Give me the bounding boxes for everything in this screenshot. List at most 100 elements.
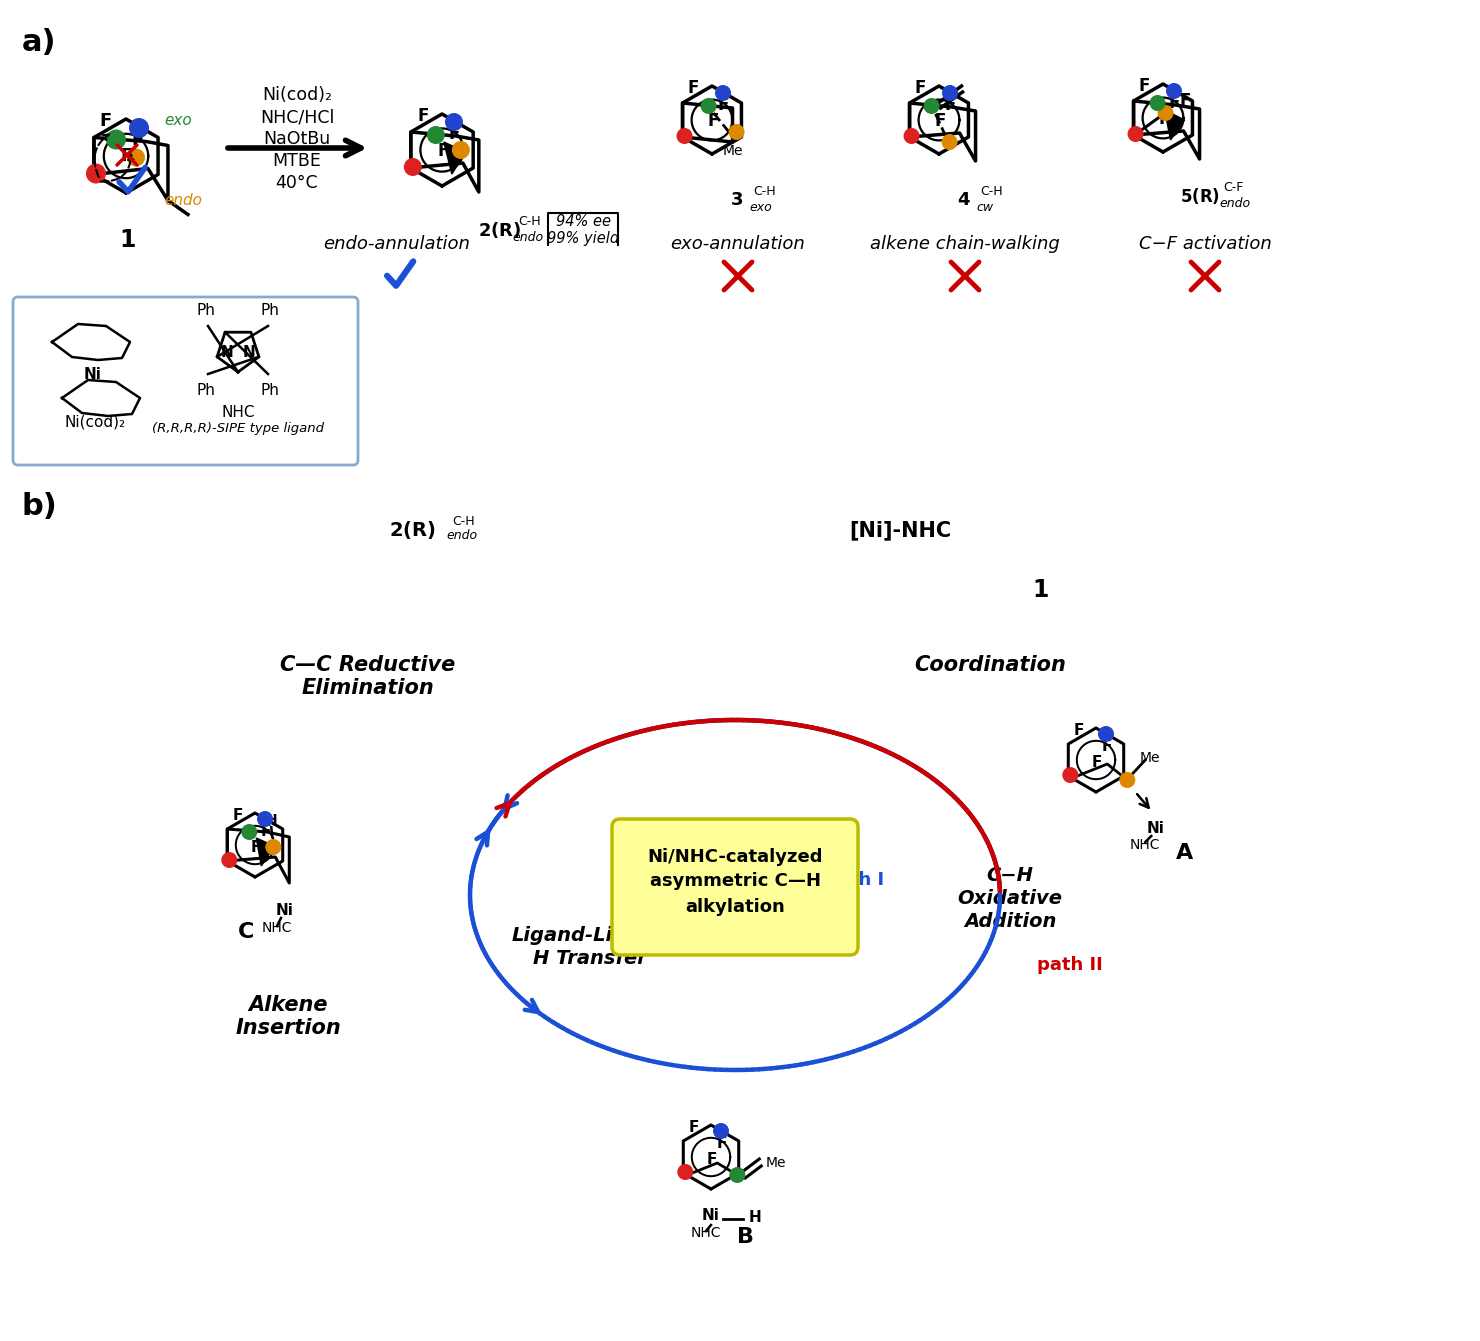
Text: H Transfer: H Transfer	[533, 948, 647, 967]
Circle shape	[924, 98, 940, 114]
Text: Ni: Ni	[84, 366, 102, 381]
Text: exo-annulation: exo-annulation	[670, 235, 805, 253]
Text: Insertion: Insertion	[235, 1018, 340, 1038]
Text: Ni(cod)₂: Ni(cod)₂	[65, 414, 126, 429]
Text: C-H: C-H	[451, 515, 475, 527]
Circle shape	[451, 141, 469, 160]
Text: Addition: Addition	[963, 912, 1057, 931]
Text: $\mathbf{5(R)}$: $\mathbf{5(R)}$	[1180, 186, 1220, 207]
Text: C-H: C-H	[753, 185, 776, 197]
Text: F: F	[688, 79, 699, 97]
Text: Alkene: Alkene	[249, 995, 327, 1015]
Text: F: F	[718, 97, 728, 114]
Text: F: F	[1101, 739, 1111, 754]
Circle shape	[1166, 83, 1183, 99]
Circle shape	[86, 164, 107, 184]
Text: C—C Reductive: C—C Reductive	[280, 654, 456, 675]
Text: F: F	[707, 113, 719, 130]
Text: endo: endo	[512, 231, 543, 244]
Text: b): b)	[22, 492, 58, 522]
Circle shape	[265, 839, 281, 856]
Text: F: F	[1092, 755, 1103, 770]
Text: 94% ee: 94% ee	[555, 213, 611, 228]
Text: $\mathbf{1}$: $\mathbf{1}$	[1032, 578, 1048, 602]
Circle shape	[700, 98, 716, 114]
Text: Me: Me	[722, 143, 743, 158]
Circle shape	[676, 127, 693, 143]
Circle shape	[1063, 767, 1079, 783]
Text: path I: path I	[826, 872, 885, 889]
Circle shape	[1119, 772, 1135, 789]
Circle shape	[127, 149, 145, 166]
Text: F: F	[132, 130, 144, 149]
Text: Elimination: Elimination	[302, 679, 434, 699]
Text: Ph: Ph	[260, 382, 280, 397]
Circle shape	[222, 852, 237, 868]
Text: C-H: C-H	[518, 215, 540, 228]
Text: NHC/HCl: NHC/HCl	[260, 109, 334, 126]
Circle shape	[730, 1167, 746, 1183]
Text: $\mathbf{2(R)}$: $\mathbf{2(R)}$	[389, 519, 435, 540]
Text: (R,R,R,R)-SIPE type ligand: (R,R,R,R)-SIPE type ligand	[152, 421, 324, 434]
Circle shape	[941, 134, 958, 150]
Circle shape	[728, 123, 744, 139]
Text: MTBE: MTBE	[272, 152, 321, 170]
Text: NHC: NHC	[262, 921, 292, 935]
Text: Coordination: Coordination	[915, 654, 1066, 675]
Text: F: F	[915, 79, 926, 97]
Text: Me: Me	[1140, 751, 1160, 764]
Text: endo: endo	[445, 528, 477, 542]
Text: [Ni]-NHC: [Ni]-NHC	[850, 520, 952, 540]
Text: F: F	[1168, 94, 1180, 113]
Text: a): a)	[22, 28, 56, 58]
Text: Ni/NHC-catalyzed: Ni/NHC-catalyzed	[647, 848, 823, 866]
Text: F: F	[121, 148, 133, 165]
Text: F: F	[1159, 110, 1169, 127]
Text: F: F	[1138, 76, 1150, 95]
Circle shape	[107, 130, 126, 149]
Text: F: F	[944, 97, 956, 114]
Text: Ph: Ph	[197, 303, 216, 318]
Text: $\mathbf{A}$: $\mathbf{A}$	[1175, 843, 1194, 864]
Text: F: F	[437, 142, 448, 160]
Text: endo: endo	[1220, 197, 1251, 209]
Text: NaOtBu: NaOtBu	[263, 130, 330, 148]
Text: F: F	[688, 1120, 699, 1134]
Circle shape	[1157, 105, 1174, 121]
Text: H: H	[749, 1210, 762, 1224]
Polygon shape	[256, 838, 274, 866]
Text: NHC: NHC	[221, 405, 255, 420]
Text: $\mathbf{4}$: $\mathbf{4}$	[958, 190, 971, 209]
Text: F: F	[250, 839, 260, 856]
Circle shape	[678, 1164, 693, 1180]
Text: F: F	[260, 823, 271, 838]
Text: alkylation: alkylation	[685, 898, 784, 916]
Circle shape	[241, 823, 258, 839]
Text: N: N	[221, 345, 234, 359]
Text: C−F activation: C−F activation	[1138, 235, 1271, 253]
Text: H: H	[265, 813, 277, 827]
Text: Ni(cod)₂: Ni(cod)₂	[262, 86, 332, 105]
FancyBboxPatch shape	[613, 819, 858, 955]
Text: $\mathbf{B}$: $\mathbf{B}$	[737, 1227, 753, 1247]
Text: F: F	[707, 1152, 718, 1167]
Text: F: F	[232, 807, 243, 822]
Text: F: F	[99, 113, 112, 130]
Text: cw: cw	[975, 201, 993, 213]
Text: $\mathbf{2(R)}$: $\mathbf{2(R)}$	[478, 220, 521, 240]
Circle shape	[426, 126, 445, 143]
Circle shape	[941, 84, 958, 101]
Text: NHC: NHC	[1131, 838, 1160, 852]
Text: C-H: C-H	[980, 185, 1002, 197]
Text: path II: path II	[1037, 956, 1103, 974]
Text: Oxidative: Oxidative	[958, 889, 1063, 908]
Text: $\mathbf{3}$: $\mathbf{3}$	[730, 190, 743, 209]
Circle shape	[1098, 725, 1114, 742]
Circle shape	[258, 811, 272, 827]
Text: C−H: C−H	[987, 865, 1033, 885]
Text: *: *	[432, 127, 440, 142]
Text: *: *	[1154, 97, 1162, 110]
Circle shape	[1128, 126, 1144, 142]
Text: F: F	[417, 107, 429, 125]
Circle shape	[445, 113, 463, 131]
